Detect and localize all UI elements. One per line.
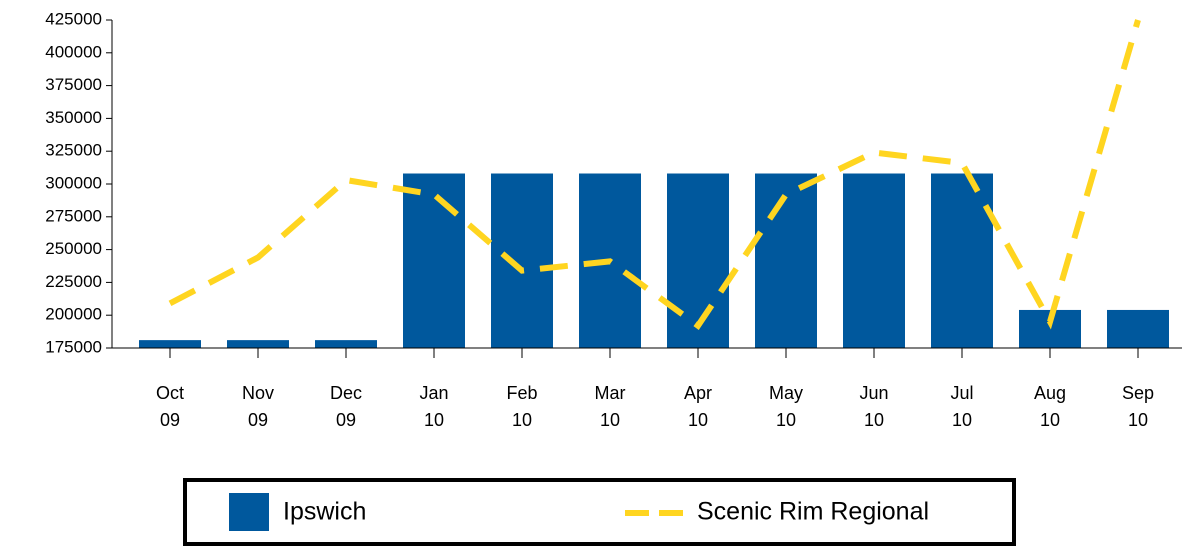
- bar: [403, 173, 465, 348]
- x-tick-label: Nov 09: [241, 383, 274, 430]
- x-tick-label: Sep 10: [1121, 383, 1155, 430]
- legend-swatch: [229, 493, 269, 531]
- x-tick-label: Feb 10: [506, 383, 538, 430]
- x-tick-label: Oct 09: [155, 383, 184, 430]
- y-tick-label: 400000: [45, 42, 102, 61]
- bar: [843, 173, 905, 348]
- x-tick-label: Aug 10: [1033, 383, 1067, 430]
- y-tick-label: 175000: [45, 337, 102, 356]
- y-tick-label: 250000: [45, 239, 102, 258]
- bar: [315, 340, 377, 348]
- bar: [667, 173, 729, 348]
- legend-label: Ipswich: [283, 498, 366, 526]
- bar: [755, 173, 817, 348]
- x-tick-label: Dec 09: [329, 383, 362, 430]
- legend-items: Ipswich Scenic Rim Regional: [229, 493, 929, 531]
- y-tick-label: 350000: [45, 108, 102, 127]
- y-tick-label: 225000: [45, 272, 102, 291]
- y-tick-label: 300000: [45, 173, 102, 192]
- x-tick-label: Apr 10: [683, 383, 712, 430]
- x-tick-label: Jan 10: [419, 383, 449, 430]
- y-tick-label: 425000: [45, 9, 102, 28]
- x-tick-label: May 10: [768, 383, 803, 430]
- bar: [227, 340, 289, 348]
- y-tick-label: 375000: [45, 75, 102, 94]
- legend-label: Scenic Rim Regional: [697, 498, 929, 526]
- x-tick-label: Jul 10: [950, 383, 974, 430]
- bar: [1107, 309, 1169, 348]
- bar: [491, 173, 553, 348]
- x-tick-label: Jun 10: [859, 383, 889, 430]
- y-tick-label: 325000: [45, 141, 102, 160]
- y-tick-label: 200000: [45, 305, 102, 324]
- legend: Ipswich Scenic Rim Regional: [183, 478, 1016, 546]
- bar: [931, 173, 993, 348]
- y-tick-label: 275000: [45, 206, 102, 225]
- line: [168, 19, 1141, 330]
- bar: [139, 340, 201, 348]
- x-tick-label: Mar 10: [594, 383, 626, 430]
